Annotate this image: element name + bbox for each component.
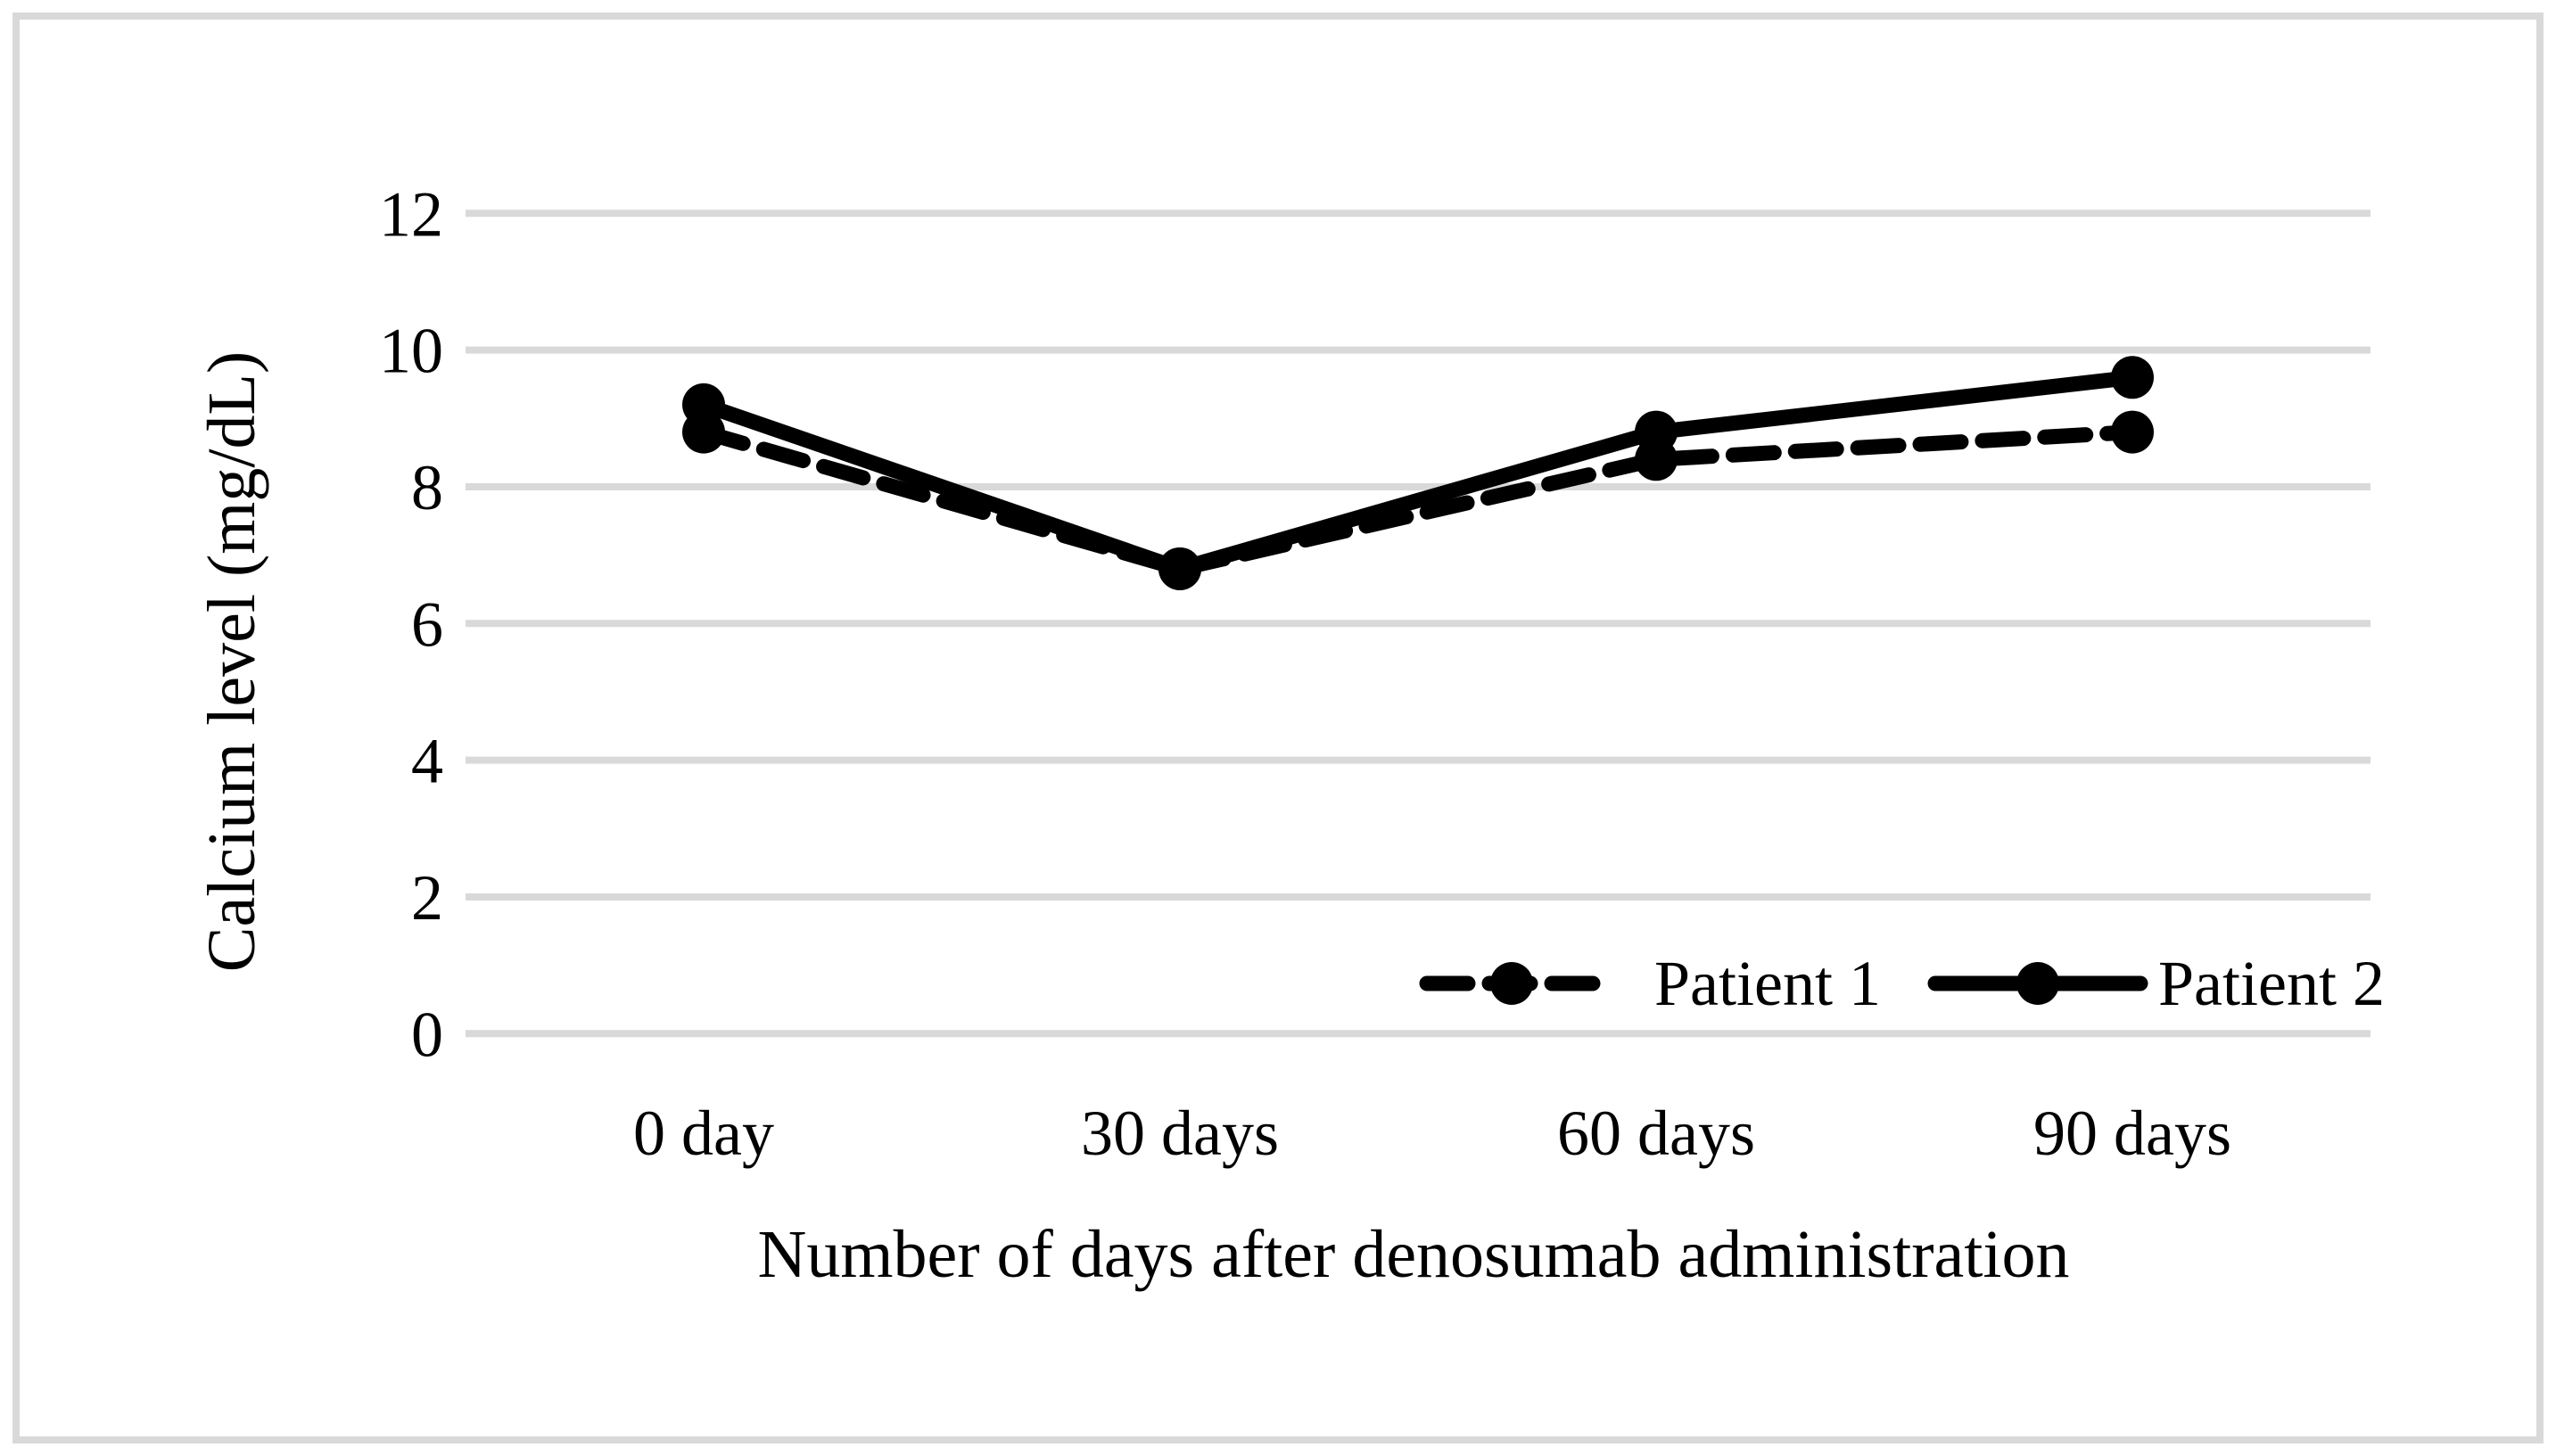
y-tick-label-2: 2 [411, 862, 443, 934]
y-tick-label-8: 8 [411, 452, 443, 523]
y-axis-title: Calcium level (mg/dL) [194, 351, 269, 972]
legend-item-patient-1: Patient 1 [1419, 948, 1881, 1019]
x-tick-label-1: 30 days [1081, 1098, 1279, 1169]
chart-legend: Patient 1 Patient 2 [1419, 948, 2385, 1019]
x-axis-tick-labels: 0 day 30 days 60 days 90 days [633, 1098, 2231, 1169]
data-series [682, 356, 2154, 590]
series-line-patient-1 [696, 424, 2140, 577]
y-tick-label-12: 12 [379, 178, 443, 250]
x-axis-title: Number of days after denosumab administr… [757, 1217, 2069, 1292]
y-tick-label-6: 6 [411, 588, 443, 660]
data-point-patient-2-90-days [2111, 356, 2154, 399]
x-tick-label-3: 90 days [2033, 1098, 2231, 1169]
data-point-patient-2-30-days [1158, 547, 1201, 590]
y-tick-label-0: 0 [411, 999, 443, 1070]
data-point-patient-2-60-days [1635, 410, 1678, 454]
y-tick-label-4: 4 [411, 726, 443, 797]
y-tick-label-10: 10 [379, 316, 443, 387]
figure-border [12, 12, 2544, 1444]
data-point-patient-1-90-days [2111, 410, 2154, 454]
series-line-patient-2 [696, 369, 2140, 577]
x-tick-label-2: 60 days [1557, 1098, 1755, 1169]
legend-item-patient-2: Patient 2 [1927, 948, 2385, 1019]
gridlines [466, 210, 2370, 1038]
legend-label-patient-1: Patient 1 [1654, 948, 1881, 1019]
legend-label-patient-2: Patient 2 [2158, 948, 2385, 1019]
y-axis-tick-labels: 0 2 4 6 8 10 12 [379, 178, 443, 1070]
data-point-patient-2-0-day [682, 383, 725, 426]
legend-marker-patient-2 [2016, 962, 2059, 1005]
x-tick-label-0: 0 day [633, 1098, 774, 1169]
legend-marker-patient-1 [1490, 962, 1533, 1005]
